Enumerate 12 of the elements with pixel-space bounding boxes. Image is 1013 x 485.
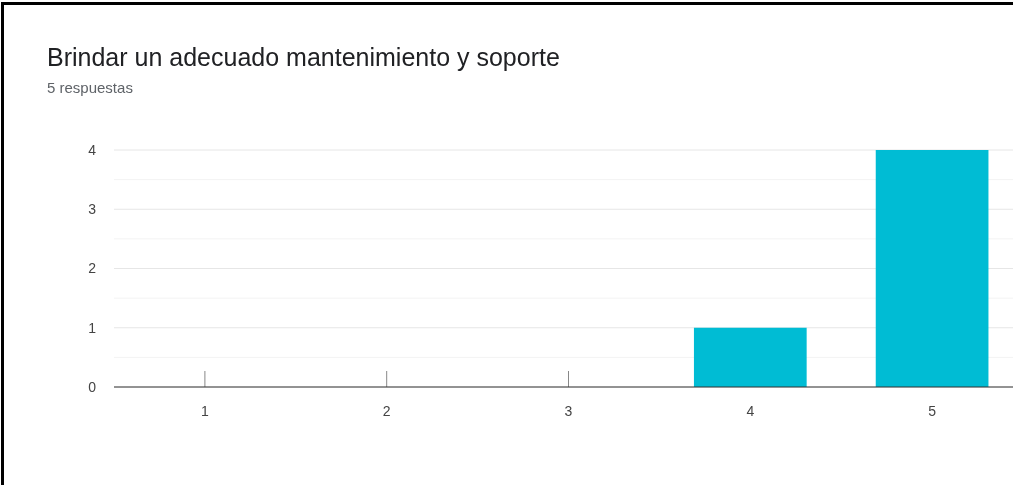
chart-title: Brindar un adecuado mantenimiento y soporte bbox=[47, 43, 560, 71]
x-tick-label: 1 bbox=[201, 403, 209, 419]
y-tick-label: 2 bbox=[88, 260, 97, 277]
chart-subtitle: 5 respuestas bbox=[47, 79, 133, 96]
x-tick-label: 3 bbox=[564, 403, 573, 419]
y-tick-label: 3 bbox=[88, 201, 97, 218]
x-tick-label: 4 bbox=[746, 403, 755, 419]
y-tick-label: 1 bbox=[88, 319, 97, 336]
x-tick-label: 5 bbox=[928, 403, 937, 419]
y-tick-label: 0 bbox=[88, 378, 97, 395]
x-tick-label: 2 bbox=[382, 403, 391, 419]
y-tick-label: 4 bbox=[88, 141, 97, 158]
